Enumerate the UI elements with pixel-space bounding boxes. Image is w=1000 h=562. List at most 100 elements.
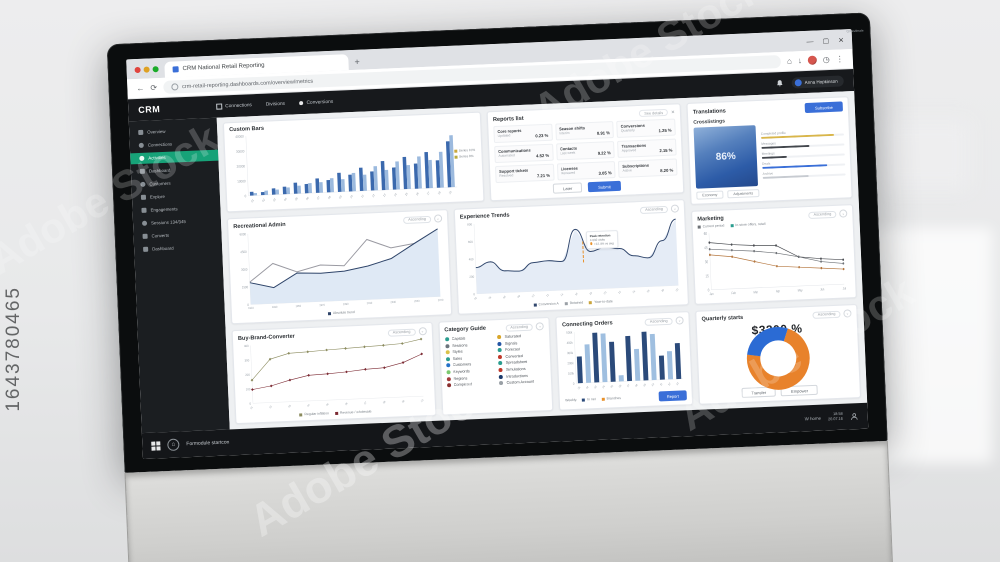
list-item[interactable]: Completed <box>446 381 494 388</box>
svg-text:2070: 2070 <box>438 298 444 303</box>
see-details-link[interactable]: See details <box>639 108 669 117</box>
app-logo[interactable]: CRM <box>138 104 161 115</box>
square-icon <box>138 129 144 135</box>
new-tab-button[interactable]: + <box>354 56 360 67</box>
list-item-label: Simulations <box>505 366 526 372</box>
svg-text:04: 04 <box>283 196 288 202</box>
dot-icon <box>298 100 304 106</box>
close-dot-icon[interactable] <box>134 66 141 74</box>
monitor-bezel: CRM National Retail Reporting + — ▢ ✕ ← … <box>106 12 888 473</box>
list-item[interactable]: Keywords <box>446 368 493 375</box>
svg-text:08: 08 <box>634 382 639 388</box>
svg-text:10: 10 <box>349 194 354 200</box>
close-icon[interactable]: ✕ <box>670 109 675 115</box>
taskbar-clock[interactable]: 18:58 20.07.16 <box>828 412 843 422</box>
svg-text:02: 02 <box>261 197 266 203</box>
list-item[interactable]: Introductions <box>499 373 546 379</box>
home-icon[interactable]: ⌂ <box>786 56 793 66</box>
minimize-button[interactable]: — <box>806 38 814 46</box>
back-icon[interactable]: ← <box>136 83 145 94</box>
list-item[interactable]: Saturated <box>497 333 545 340</box>
zoom-dot-icon[interactable] <box>152 66 159 73</box>
reload-icon[interactable]: ⟳ <box>150 83 158 93</box>
nav-item-conversions[interactable]: Conversions <box>298 99 333 106</box>
sidebar-item-dashboard[interactable]: Dashboard <box>131 163 219 178</box>
nav-item-connections[interactable]: Connections <box>216 102 252 110</box>
category-dot-icon <box>498 348 503 353</box>
sort-dropdown[interactable]: Ascending <box>505 323 534 332</box>
history-icon[interactable]: ◷ <box>822 54 830 65</box>
nav-item-divisions[interactable]: Divisions <box>266 101 285 107</box>
subscribe-button[interactable]: Subscribe <box>804 101 843 114</box>
kebab-menu-icon[interactable]: ⋮ <box>835 54 844 64</box>
sidebar-item-connections[interactable]: Connections <box>130 137 218 152</box>
sidebar-item-sessions-134-345[interactable]: Sessions 134/345 <box>133 215 221 230</box>
minimize-dot-icon[interactable] <box>143 66 150 73</box>
progress-row: Completed profile <box>761 128 845 140</box>
maximize-button[interactable]: ▢ <box>822 37 830 46</box>
chevron-down-icon[interactable]: ⌄ <box>535 322 545 331</box>
list-item[interactable]: Sales <box>445 355 493 362</box>
site-info-icon[interactable] <box>170 83 179 91</box>
sidebar-item-activities[interactable]: Activities <box>130 149 219 165</box>
stat-subtitle: Interim <box>559 130 570 136</box>
list-item[interactable]: Capitals <box>444 335 492 342</box>
category-dot-icon <box>445 363 450 368</box>
list-item[interactable]: Spreadsheet <box>498 360 546 366</box>
svg-text:200: 200 <box>245 373 250 377</box>
taskbar-user-icon[interactable] <box>850 412 859 421</box>
sidebar-item-label: Engagements <box>150 206 178 213</box>
url-text: crm-retail-reporting.dashboards.com/over… <box>181 78 314 90</box>
later-button[interactable]: Later <box>552 182 583 194</box>
legend-marker <box>453 149 457 153</box>
profile-avatar-icon[interactable] <box>807 55 818 65</box>
circle-icon <box>141 220 148 226</box>
adjustments-chip[interactable]: Adjustments <box>727 189 760 199</box>
list-item[interactable]: Sessions <box>444 342 492 348</box>
list-item[interactable]: Signals <box>497 340 545 346</box>
taskbar-app-label[interactable]: Formodule startcon <box>186 439 230 448</box>
sidebar-item-engagements[interactable]: Engagements <box>132 202 220 217</box>
svg-text:1970: 1970 <box>319 303 325 308</box>
list-item[interactable]: Customers <box>445 362 493 368</box>
list-item-label: Styles <box>452 349 463 355</box>
category-dot-icon <box>445 356 450 362</box>
start-menu-icon[interactable] <box>151 440 161 451</box>
list-item[interactable]: Regions <box>446 375 493 381</box>
submit-button[interactable]: Submit <box>587 180 621 193</box>
list-item[interactable]: Forecast <box>498 346 545 353</box>
svg-text:26: 26 <box>646 288 651 293</box>
svg-text:12: 12 <box>545 292 550 297</box>
legend-marker <box>601 397 605 401</box>
list-item[interactable]: Styles <box>445 349 492 355</box>
sidebar-item-converts[interactable]: Converts <box>133 228 221 243</box>
svg-text:45: 45 <box>704 246 708 251</box>
stat-text: Support tickets Resolved <box>499 167 535 179</box>
svg-text:0: 0 <box>473 292 475 296</box>
taskbar-home-icon[interactable]: ⌂ <box>167 438 180 452</box>
chart-tooltip: Peak retention 4 032 visits +12.4% vs av… <box>585 229 619 250</box>
download-icon[interactable]: ↓ <box>797 56 803 66</box>
list-item[interactable]: Simulations <box>498 366 546 373</box>
list-item[interactable]: Converted <box>498 353 545 359</box>
list-item[interactable]: Custom Account <box>499 379 546 386</box>
dashboard-row-3: Buy-Brand-Converter Ascending ⌄ 400 300 20… <box>231 311 694 425</box>
svg-text:15: 15 <box>404 191 409 197</box>
sidebar-item-overview[interactable]: Overview <box>129 124 217 139</box>
sidebar-item-customers[interactable]: Customers <box>131 176 219 191</box>
svg-text:1930: 1930 <box>272 305 278 310</box>
main-content: Custom Bars 40000 30000 20000 10000 0 01 02 03 0… <box>216 29 868 430</box>
sidebar-item-explore[interactable]: Explore <box>132 189 220 204</box>
report-button[interactable]: Report <box>658 390 687 402</box>
nav-item-label: Divisions <box>265 101 286 108</box>
card-dual-line: Buy-Brand-Converter Ascending ⌄ 400 300 20… <box>231 321 436 425</box>
svg-text:10: 10 <box>530 293 535 298</box>
user-menu[interactable]: Anna Hopkinson <box>791 74 844 89</box>
close-button[interactable]: ✕ <box>838 37 845 45</box>
card-trend-chart: Experience Trends Ascending ⌄ 800 600 400 2… <box>453 199 689 315</box>
bell-icon[interactable] <box>776 79 784 87</box>
progress-row: Messages <box>761 138 845 150</box>
economy-chip[interactable]: Economy <box>696 190 724 200</box>
sidebar-item-dashboard[interactable]: Dashboard <box>134 241 222 256</box>
